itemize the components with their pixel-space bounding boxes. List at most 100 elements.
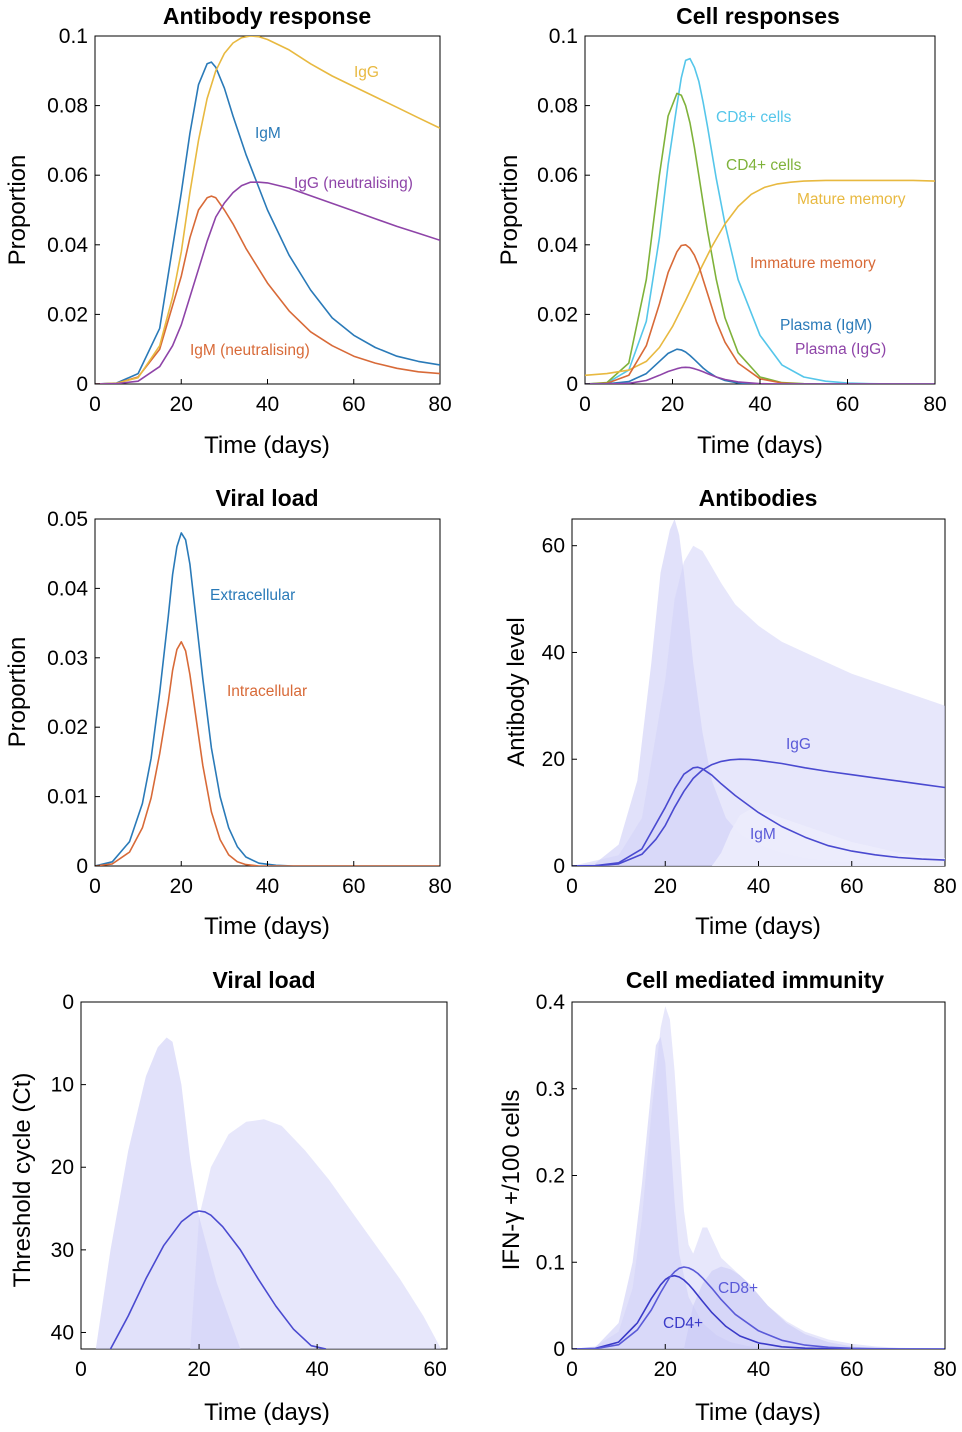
- y-axis-label: Threshold cycle (Ct): [9, 1073, 36, 1288]
- y-tick-label: 0.04: [537, 234, 578, 257]
- y-tick-label: 0: [76, 373, 88, 396]
- series-layer: [572, 519, 945, 866]
- series-line-ct: [109, 1210, 327, 1349]
- x-tick-label: 20: [170, 393, 193, 416]
- x-tick-label: 0: [579, 393, 591, 416]
- x-tick-label: 60: [840, 875, 863, 898]
- band-late-wave: [190, 1119, 442, 1349]
- x-tick-label: 80: [428, 393, 451, 416]
- y-axis-label: Proportion: [496, 155, 523, 266]
- y-tick-label: 0: [566, 373, 578, 396]
- label-cd4-cells: CD4+ cells: [726, 157, 802, 174]
- x-tick-label: 40: [747, 875, 770, 898]
- y-tick-label: 0.4: [536, 991, 566, 1014]
- y-tick-label: 30: [51, 1239, 74, 1262]
- panel-viral-load-ct: Viral load Time (days) Threshold cycle (…: [9, 967, 448, 1426]
- label-cd8-cells: CD8+ cells: [716, 109, 792, 126]
- panel-cell-mediated-immunity: Cell mediated immunity Time (days) IFN-γ…: [498, 967, 957, 1426]
- y-tick-label: 0.1: [59, 25, 88, 48]
- chart-title: Cell mediated immunity: [626, 967, 884, 993]
- x-tick-label: 20: [170, 875, 193, 898]
- band-cd8-range: [572, 1006, 945, 1349]
- series-line-cd4-cells: [585, 92, 935, 384]
- x-axis-label: Time (days): [204, 913, 330, 940]
- y-tick-label: 0.1: [536, 1251, 565, 1274]
- series-line-cd8-cells: [585, 57, 935, 384]
- y-tick-label: 0.04: [47, 577, 88, 600]
- series-line-extracellular: [95, 532, 440, 866]
- label-cd4: CD4+: [663, 1315, 703, 1332]
- chart-title: Antibody response: [163, 3, 371, 29]
- x-tick-label: 20: [661, 393, 684, 416]
- label-igg: IgG: [786, 736, 811, 753]
- y-tick-label: 20: [51, 1156, 74, 1179]
- series-line-plasma-igg: [585, 366, 935, 384]
- x-tick-label: 60: [836, 393, 859, 416]
- chart-title: Cell responses: [676, 3, 840, 29]
- y-tick-label: 0.01: [47, 786, 88, 809]
- series-layer: [95, 1037, 442, 1349]
- y-tick-label: 10: [51, 1074, 74, 1097]
- x-tick-label: 0: [566, 875, 578, 898]
- x-tick-label: 0: [89, 875, 101, 898]
- panel-cell-responses: Cell responses Time (days) Proportion 0 2…: [496, 3, 947, 459]
- label-intracellular: Intracellular: [227, 683, 307, 700]
- x-tick-label: 0: [566, 1358, 578, 1381]
- panel-antibodies: Antibodies Time (days) Antibody level 0 2…: [503, 485, 957, 940]
- panel-antibody-response: Antibody response Time (days) Proportion…: [4, 3, 452, 459]
- series-line-mature-memory: [585, 179, 935, 377]
- plot-frame-cell-responses: [584, 35, 936, 385]
- series-line-immature-memory: [585, 244, 935, 384]
- x-axis-label: Time (days): [697, 432, 823, 459]
- x-tick-label: 40: [747, 1358, 770, 1381]
- y-tick-label: 0: [553, 1338, 565, 1361]
- y-axis-label: Antibody level: [503, 617, 530, 766]
- y-tick-label: 0: [62, 991, 74, 1014]
- x-tick-label: 20: [187, 1358, 210, 1381]
- y-axis-label: Proportion: [4, 637, 31, 748]
- y-tick-label: 20: [542, 748, 565, 771]
- y-tick-label: 0.2: [536, 1165, 565, 1188]
- series-line-cd4: [572, 1274, 945, 1349]
- y-tick-label: 0: [553, 855, 565, 878]
- y-tick-label: 0.04: [47, 234, 88, 257]
- series-line-igm: [95, 61, 440, 384]
- tick-layer: 0 20 40 60 0 10 20 30 40: [51, 991, 447, 1381]
- label-extracellular: Extracellular: [210, 587, 295, 604]
- series-line-igg: [572, 758, 945, 866]
- x-axis-label: Time (days): [204, 1399, 330, 1426]
- series-line-igg: [95, 36, 440, 384]
- y-tick-label: 0.03: [47, 647, 88, 670]
- x-tick-label: 40: [256, 393, 279, 416]
- x-tick-label: 40: [256, 875, 279, 898]
- tick-layer: 0 20 40 60 80 0 20 40 60: [542, 535, 957, 898]
- y-tick-label: 0.08: [537, 95, 578, 118]
- x-tick-label: 60: [342, 393, 365, 416]
- tick-layer: 0 20 40 60 80 0 0.02 0.04 0.06 0.08 0.1: [47, 25, 452, 416]
- x-tick-label: 20: [654, 1358, 677, 1381]
- y-axis-label: Proportion: [4, 155, 31, 266]
- label-immature-memory: Immature memory: [750, 255, 876, 272]
- tick-layer: 0 20 40 60 80 0 0.02 0.04 0.06 0.08 0.1: [537, 25, 947, 416]
- band-igg-range: [572, 545, 945, 866]
- label-igg: IgG: [354, 64, 379, 81]
- series-line-igg-neutralising: [95, 181, 440, 384]
- series-line-cd8: [572, 1266, 945, 1349]
- label-igm: IgM: [750, 826, 776, 843]
- x-tick-label: 40: [305, 1358, 328, 1381]
- series-layer: [585, 57, 935, 384]
- x-tick-label: 80: [923, 393, 946, 416]
- y-tick-label: 0.1: [549, 25, 578, 48]
- label-mature-memory: Mature memory: [797, 191, 906, 208]
- x-axis-label: Time (days): [695, 913, 821, 940]
- series-layer: [95, 36, 440, 384]
- label-plasma-igm: Plasma (IgM): [780, 317, 872, 334]
- band-igg-lower-gap: [572, 809, 945, 866]
- chart-title: Viral load: [212, 967, 315, 993]
- x-tick-label: 60: [342, 875, 365, 898]
- x-axis-label: Time (days): [204, 432, 330, 459]
- y-tick-label: 0.02: [537, 303, 578, 326]
- label-igg-neutralising: IgG (neutralising): [294, 175, 413, 192]
- label-igm: IgM: [255, 125, 281, 142]
